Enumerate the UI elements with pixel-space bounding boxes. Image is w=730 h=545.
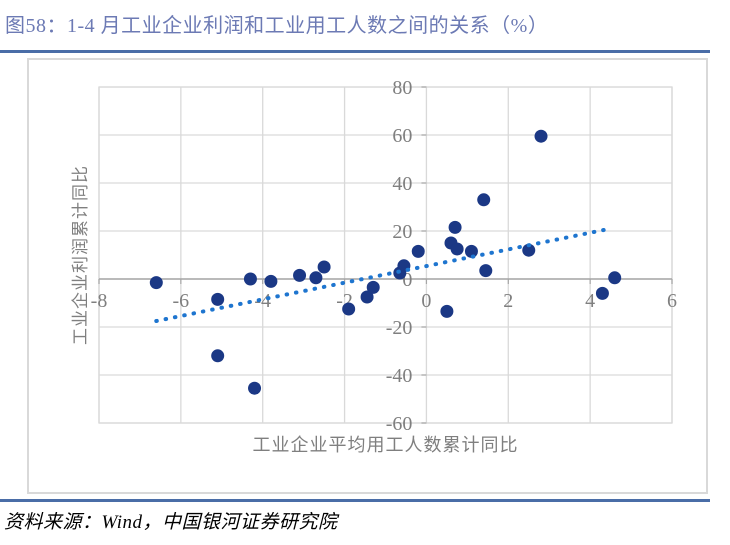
data-point xyxy=(243,272,257,286)
y-tick-label: -40 xyxy=(386,365,413,387)
data-point xyxy=(211,292,225,306)
data-point xyxy=(534,129,548,143)
y-tick-label: -20 xyxy=(386,317,413,339)
data-point xyxy=(464,244,478,258)
x-tick-label: -8 xyxy=(91,290,108,312)
x-tick-label: -6 xyxy=(173,290,190,312)
x-tick-label: 2 xyxy=(503,290,513,312)
y-tick-label: 0 xyxy=(402,269,412,291)
source-rule xyxy=(0,499,710,502)
chart-frame: 80 60 40 20 0 -20 -40 -60 -8 -6 -4 -2 0 2 4 6 工业企业平均用工人数… xyxy=(27,58,708,494)
trend-line xyxy=(154,226,613,323)
y-tick-label: 60 xyxy=(392,125,412,147)
data-point xyxy=(450,242,464,256)
data-point xyxy=(342,302,356,316)
source-note: 资料来源：Wind，中国银河证券研究院 xyxy=(4,512,338,533)
x-tick-label: 6 xyxy=(667,290,677,312)
y-axis-title: 工业企业利润累计同比 xyxy=(71,165,90,345)
data-point xyxy=(211,349,225,363)
data-point xyxy=(309,271,323,285)
data-point xyxy=(522,243,536,257)
data-point xyxy=(264,274,278,288)
data-point xyxy=(317,260,331,274)
data-point xyxy=(360,290,374,304)
y-tick-label: 80 xyxy=(392,77,412,99)
data-point xyxy=(411,244,425,258)
title-rule xyxy=(0,50,710,53)
x-tick-label: -4 xyxy=(254,290,271,312)
data-point xyxy=(448,220,462,234)
data-point xyxy=(595,286,609,300)
figure-title: 图58：1-4 月工业企业利润和工业用工人数之间的关系（%） xyxy=(5,15,549,37)
data-point xyxy=(293,268,307,282)
x-tick-label: 0 xyxy=(421,290,431,312)
y-tick-label: 40 xyxy=(392,173,412,195)
data-point xyxy=(477,193,491,207)
x-axis-title: 工业企业平均用工人数累计同比 xyxy=(253,435,519,455)
data-point xyxy=(440,304,454,318)
data-point xyxy=(149,276,163,290)
data-point xyxy=(366,280,380,294)
y-tick-label: 20 xyxy=(392,221,412,243)
plot-border xyxy=(98,86,673,424)
data-point xyxy=(608,271,622,285)
data-point xyxy=(248,381,262,395)
x-tick-label: 4 xyxy=(585,290,595,312)
y-tick-label: -60 xyxy=(386,413,413,435)
data-point xyxy=(479,264,493,278)
